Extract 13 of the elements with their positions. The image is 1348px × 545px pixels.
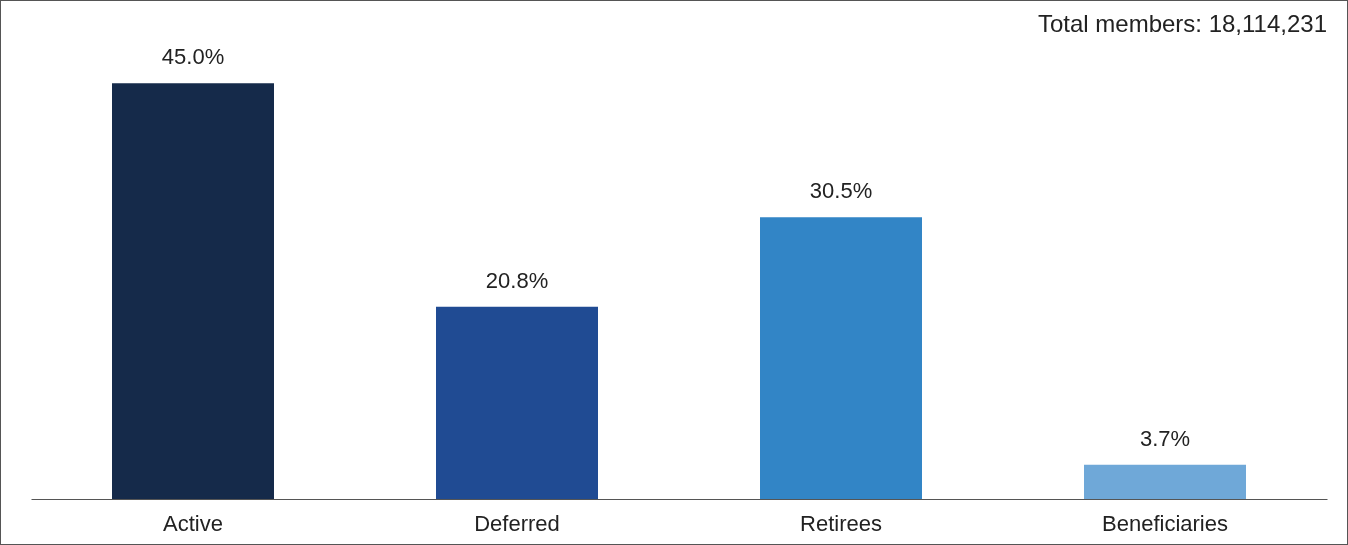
x-tick-label: Beneficiaries: [1102, 510, 1228, 536]
data-label: 30.5%: [809, 178, 873, 204]
data-label: 3.7%: [1139, 425, 1191, 451]
bar: [112, 83, 274, 499]
x-tick-label: Deferred: [474, 510, 560, 536]
data-label: 45.0%: [161, 44, 225, 70]
bar: [760, 217, 922, 499]
data-label: 20.8%: [485, 267, 549, 293]
bar: [436, 306, 598, 499]
text: Total members: 18,114,231: [1037, 10, 1327, 37]
x-tick-label: Retirees: [800, 510, 882, 536]
x-tick-label: Active: [163, 510, 223, 536]
bar: [1084, 464, 1246, 499]
